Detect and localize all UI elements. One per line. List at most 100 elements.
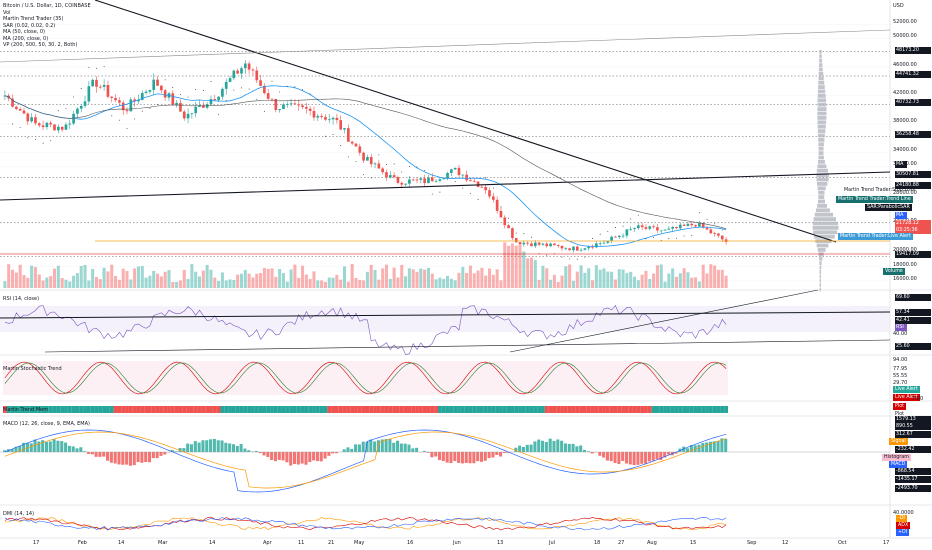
chart-title[interactable]: Bitcoin / U.S. Dollar, 1D, COINBASE (3, 3, 91, 9)
profile-bar (818, 160, 825, 164)
macd-histogram-bar (144, 452, 148, 463)
volume-bar (652, 273, 656, 288)
volume-bar (404, 276, 408, 288)
macd-histogram-bar (155, 452, 159, 459)
trend-block (197, 406, 202, 413)
dmi-title[interactable]: DMI (14, 14) (3, 511, 35, 517)
candle-body (98, 86, 102, 88)
trend-block (235, 406, 240, 413)
volume-bar (568, 264, 572, 288)
volume-bar (312, 271, 316, 288)
trend-block (479, 406, 484, 413)
macd-histogram-bar (254, 450, 258, 452)
sar-dot (12, 123, 13, 125)
price-candles[interactable] (3, 60, 728, 253)
trend-block (327, 406, 332, 413)
candle-body (419, 178, 423, 180)
volume-bar (163, 271, 167, 288)
legend-sar[interactable]: SAR (0.02, 0.02, 0.2) (3, 22, 56, 29)
trend-block (422, 406, 427, 413)
volume-bar (686, 272, 690, 288)
macd-histogram-bar (701, 443, 705, 452)
price-tick: 46000.00 (893, 62, 917, 68)
sar-dot (576, 258, 578, 260)
candle-body (362, 152, 365, 161)
volume-bar (308, 278, 312, 288)
trend-block (312, 406, 316, 413)
trend-block (689, 406, 694, 413)
live-alert-label: Martin Trend Trader:Live Alert (838, 233, 913, 240)
trend-block (342, 406, 347, 413)
candle-body (186, 113, 190, 119)
trend-block (357, 406, 362, 413)
volume-bar (716, 269, 720, 288)
candle-body (560, 245, 564, 249)
legend-ma200[interactable]: MA (200, close, 0) (3, 35, 49, 42)
sar-dot (202, 90, 204, 91)
volume-bar (320, 280, 324, 288)
volume-bar (564, 266, 568, 288)
profile-bar (819, 58, 823, 63)
trend-block (113, 406, 118, 413)
candle-body (686, 223, 690, 226)
macd-histogram-bar (281, 452, 285, 461)
volume-bar (285, 281, 289, 288)
volume-bar (354, 277, 358, 288)
candle-body (320, 115, 323, 117)
trend-block (167, 406, 171, 413)
stoch-title[interactable]: Martin Stochastic Trend (3, 366, 62, 372)
trend-block (418, 406, 423, 413)
volume-bar (213, 277, 217, 288)
candle-body (76, 108, 79, 114)
legend-martin-trend-trader[interactable]: Martin Trend Trader (35) (3, 16, 64, 22)
volume-bar (37, 274, 41, 288)
trend-block (29, 406, 34, 413)
macd-histogram-bar (430, 452, 434, 458)
sar-dot (50, 140, 52, 142)
candle-body (343, 128, 346, 130)
profile-bar (818, 85, 825, 89)
trend-block (14, 406, 19, 413)
rsi-title[interactable]: RSI (14, close) (3, 296, 40, 302)
sar-dot (386, 164, 387, 165)
ma50-line (4, 85, 727, 247)
macd-histogram-bar (22, 442, 26, 452)
legend-vp[interactable]: VP (200, 500, 50, 30, 2, Both) (3, 42, 78, 48)
trend-block (693, 406, 698, 413)
time-tick: 11 (298, 540, 305, 546)
macd-histogram-bar (44, 441, 49, 452)
macd-title[interactable]: MACD (12, 26, close, 9, EMA, EMA) (3, 421, 90, 427)
price-tag: 48173.20 (895, 47, 931, 54)
trend-block (193, 406, 198, 413)
volume-bar (106, 271, 110, 288)
legend-ma50[interactable]: MA (50, close, 0) (3, 29, 46, 35)
candle-body (396, 177, 400, 183)
macd-histogram-bar (689, 445, 693, 452)
currency-label[interactable]: USD (893, 3, 904, 9)
legend-vol[interactable]: Vol (3, 9, 11, 16)
macd-histogram-bar (468, 452, 472, 464)
candle-body (18, 108, 22, 111)
sar-dot (286, 86, 288, 88)
time-tick: 14 (118, 540, 125, 546)
sar-dot (218, 114, 220, 116)
candle-body (327, 119, 331, 121)
candle-body (476, 181, 480, 187)
candle-body (83, 101, 87, 106)
sar-dot (676, 237, 677, 239)
trend-block (52, 406, 57, 413)
sar-dot (96, 67, 97, 69)
trend-title[interactable]: Martin Trend Mem (3, 407, 49, 413)
macd-histogram-bar (621, 452, 625, 462)
trend-block (25, 406, 30, 413)
profile-bar (819, 261, 822, 265)
candle-body (427, 177, 430, 184)
volume-bar (640, 274, 644, 288)
macd-histogram-bar (197, 442, 201, 452)
candle-body (629, 228, 633, 230)
trend-block (476, 406, 480, 413)
profile-bar (818, 138, 825, 142)
profile-bar (818, 72, 824, 76)
candle-body (617, 235, 621, 237)
